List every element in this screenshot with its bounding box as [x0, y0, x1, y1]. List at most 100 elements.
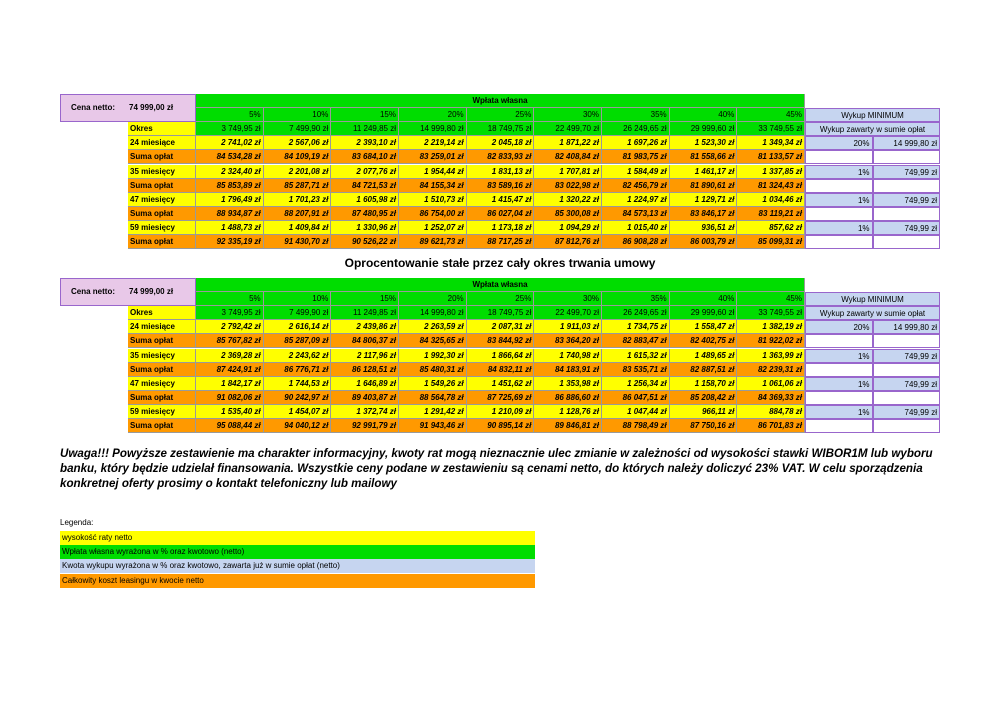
amount: 1 409,84 zł — [263, 220, 332, 235]
amount: 82 887,51 zł — [669, 362, 738, 377]
amount: 81 324,43 zł — [737, 178, 805, 193]
price-label: Cena netto: — [71, 103, 115, 112]
percent: 5% — [196, 108, 264, 123]
empty-cell — [805, 206, 873, 221]
empty-cell — [805, 150, 873, 165]
amount: 95 088,44 zł — [196, 419, 264, 434]
notice: Uwaga!!! Powyższe zestawienie ma charakt… — [60, 447, 933, 490]
amount: 1 320,22 zł — [534, 192, 602, 207]
price-box: Cena netto: 74 999,00 zł — [60, 278, 196, 307]
amount: 2 045,18 zł — [466, 136, 535, 151]
empty-cell — [805, 235, 873, 250]
buyout-note: Wykup zawarty w sumie opłat — [805, 122, 940, 137]
amount: 84 109,19 zł — [263, 150, 332, 165]
amount: 1 842,17 zł — [196, 376, 264, 391]
amount: 83 364,20 zł — [534, 334, 602, 349]
empty-cell — [805, 390, 873, 405]
amount: 92 991,79 zł — [331, 419, 399, 434]
empty-cell — [805, 334, 873, 349]
amount: 1 510,73 zł — [399, 192, 467, 207]
amount: 86 128,51 zł — [331, 362, 399, 377]
row-label: 35 miesięcy — [128, 348, 196, 363]
amount: 82 456,79 zł — [602, 178, 670, 193]
amount: 1 330,96 zł — [331, 220, 399, 235]
amount: 82 408,84 zł — [534, 150, 602, 165]
amount: 87 480,95 zł — [331, 206, 399, 221]
amount: 84 832,11 zł — [466, 362, 535, 377]
percent: 30% — [534, 292, 602, 307]
empty-cell — [805, 178, 873, 193]
row-label: Suma opłat — [128, 362, 196, 377]
amount: 1 461,17 zł — [669, 164, 738, 179]
amount: 2 087,31 zł — [466, 320, 535, 335]
amount: 83 684,10 zł — [331, 150, 399, 165]
amount: 81 890,61 zł — [669, 178, 738, 193]
amount: 85 287,71 zł — [263, 178, 332, 193]
amount: 1 605,98 zł — [331, 192, 399, 207]
amount: 2 393,10 zł — [331, 136, 399, 151]
buyout-header: Wykup MINIMUM — [805, 108, 940, 123]
amount: 85 767,82 zł — [196, 334, 264, 349]
amount: 85 208,42 zł — [669, 390, 738, 405]
legend-item: Wpłata własna wyrażona w % oraz kwotowo … — [60, 545, 535, 560]
amount: 83 119,21 zł — [737, 206, 805, 221]
amount: 1 558,47 zł — [669, 320, 738, 335]
amount: 86 776,71 zł — [263, 362, 332, 377]
amount: 1 831,13 zł — [466, 164, 535, 179]
empty-cell — [872, 178, 940, 193]
amount: 2 117,96 zł — [331, 348, 399, 363]
percent: 25% — [466, 292, 535, 307]
amount: 83 535,71 zł — [602, 362, 670, 377]
amount: 89 403,87 zł — [331, 390, 399, 405]
amount: 85 480,31 zł — [399, 362, 467, 377]
amount: 1 701,23 zł — [263, 192, 332, 207]
amount: 84 806,37 zł — [331, 334, 399, 349]
amount: 1 094,29 zł — [534, 220, 602, 235]
percent: 25% — [466, 108, 535, 123]
row-label: 24 miesiące — [128, 136, 196, 151]
percent: 40% — [669, 108, 738, 123]
amount: 1 129,71 zł — [669, 192, 738, 207]
amount: 94 040,12 zł — [263, 419, 332, 434]
price-label: Cena netto: — [71, 287, 115, 296]
amount: 2 741,02 zł — [196, 136, 264, 151]
row-label: Suma opłat — [128, 419, 196, 434]
amount: 2 324,40 zł — [196, 164, 264, 179]
amount: 85 853,89 zł — [196, 178, 264, 193]
percent: 20% — [399, 292, 467, 307]
down-payment: 26 249,65 zł — [602, 122, 670, 137]
amount: 82 239,31 zł — [737, 362, 805, 377]
down-payment: 22 499,70 zł — [534, 306, 602, 321]
price: 74 999,00 zł — [129, 103, 174, 112]
row-label: Suma opłat — [128, 235, 196, 250]
amount: 84 369,33 zł — [737, 390, 805, 405]
amount: 88 717,25 zł — [466, 235, 535, 250]
buyout-header: Wykup MINIMUM — [805, 292, 940, 307]
amount: 2 077,76 zł — [331, 164, 399, 179]
amount: 91 943,46 zł — [399, 419, 467, 434]
amount: 2 201,08 zł — [263, 164, 332, 179]
amount: 83 589,16 zł — [466, 178, 535, 193]
amount: 1 954,44 zł — [399, 164, 467, 179]
amount: 89 621,73 zł — [399, 235, 467, 250]
amount: 84 573,13 zł — [602, 206, 670, 221]
legend-item: Kwota wykupu wyrażona w % oraz kwotowo, … — [60, 559, 535, 574]
down-payment: 33 749,55 zł — [737, 306, 805, 321]
buyout-amount: 749,99 zł — [872, 404, 940, 419]
buyout-amount: 14 999,80 zł — [872, 320, 940, 335]
amount: 1 866,64 zł — [466, 348, 535, 363]
buyout-amount: 749,99 zł — [872, 164, 940, 179]
buyout-percent: 1% — [805, 376, 873, 391]
row-label: 47 miesięcy — [128, 376, 196, 391]
amount: 88 934,87 zł — [196, 206, 264, 221]
empty-cell — [872, 419, 940, 434]
amount: 1 252,07 zł — [399, 220, 467, 235]
amount: 1 744,53 zł — [263, 376, 332, 391]
empty-cell — [805, 419, 873, 434]
amount: 1 415,47 zł — [466, 192, 535, 207]
amount: 86 908,28 zł — [602, 235, 670, 250]
row-label: Suma opłat — [128, 178, 196, 193]
amount: 1 015,40 zł — [602, 220, 670, 235]
down-payment: 26 249,65 zł — [602, 306, 670, 321]
amount: 1 992,30 zł — [399, 348, 467, 363]
